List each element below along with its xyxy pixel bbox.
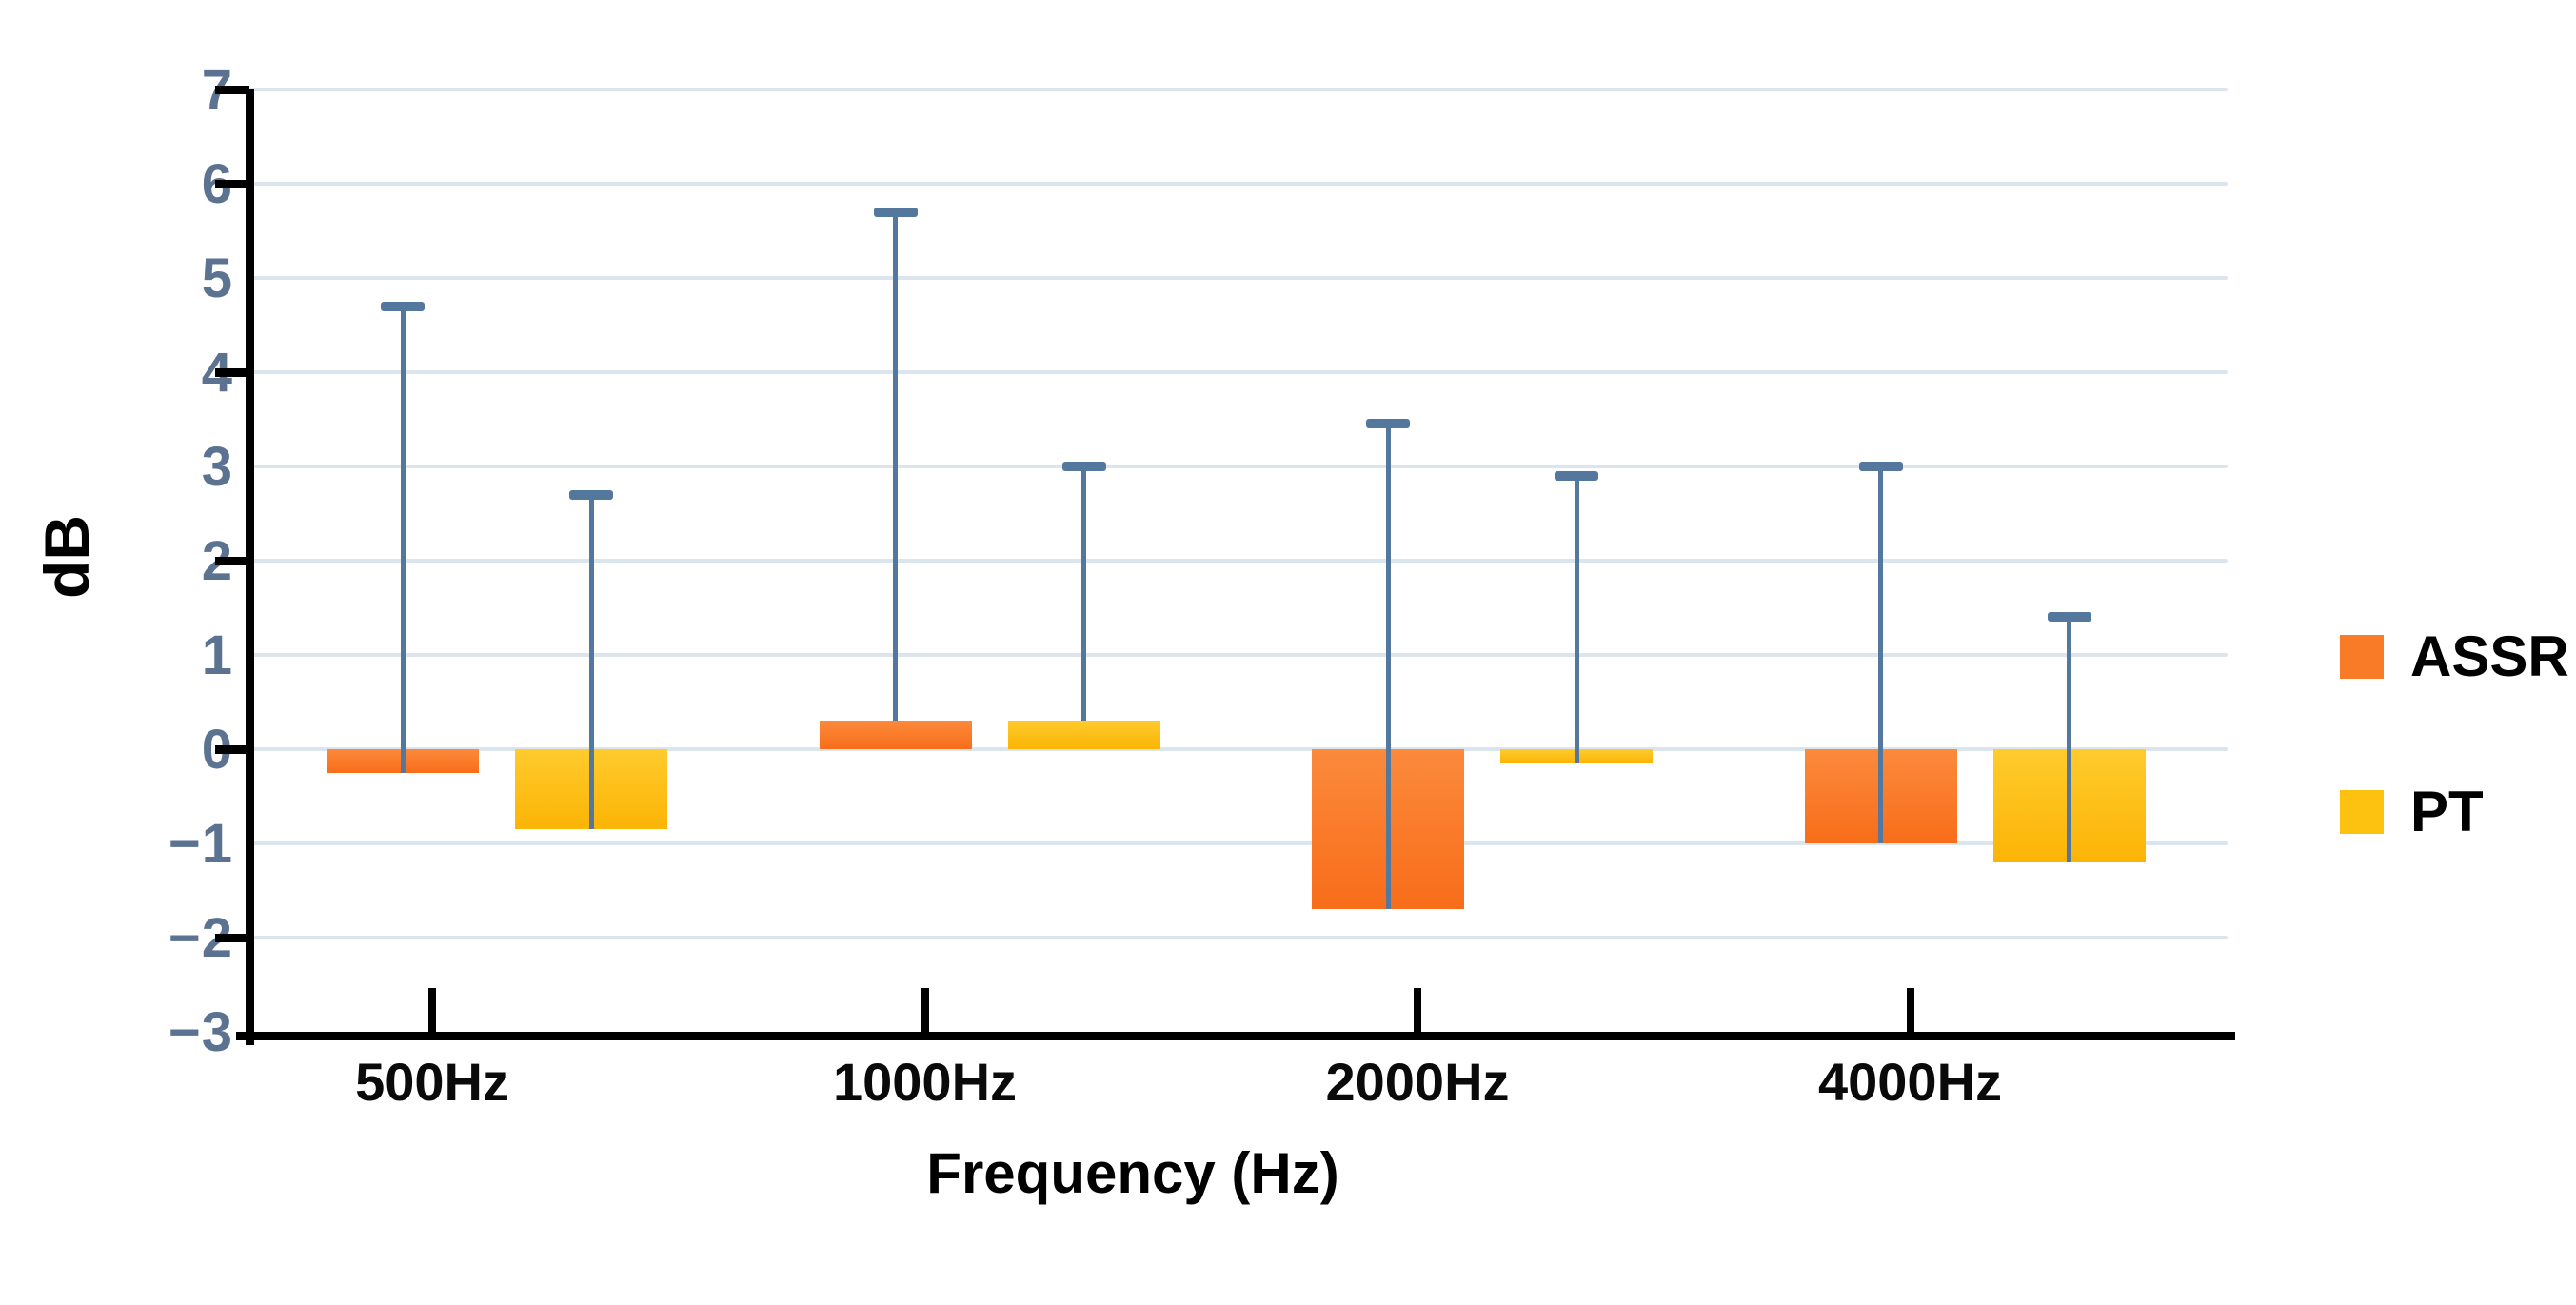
error-bar-pt-4000Hz <box>2067 617 2071 862</box>
error-cap-assr-4000Hz <box>1858 462 1903 471</box>
y-axis-title: dB <box>31 515 102 599</box>
y-tick-label-7: 7 <box>0 58 233 122</box>
legend-swatch-pt <box>2340 789 2384 834</box>
gridline-2 <box>249 559 2228 563</box>
error-cap-pt-500Hz <box>569 489 613 500</box>
legend-label-pt: PT <box>2410 780 2484 843</box>
y-tick-label--1: −1 <box>168 813 233 875</box>
error-bar-assr-2000Hz <box>1385 424 1391 910</box>
gridline-6 <box>249 182 2228 186</box>
legend-label-assr: ASSR <box>2410 624 2569 688</box>
y-tick-label-5: 5 <box>201 247 233 309</box>
error-bar-pt-1000Hz <box>1081 466 1086 722</box>
y-tick-2 <box>215 556 249 565</box>
error-bar-pt-500Hz <box>588 494 594 830</box>
x-axis-line <box>236 1031 2235 1040</box>
x-axis-title: Frequency (Hz) <box>926 1141 1339 1205</box>
gridline--2 <box>249 936 2228 939</box>
x-tick-label-2000Hz: 2000Hz <box>1325 1052 1510 1112</box>
y-axis-line <box>245 89 254 1045</box>
y-tick-label--2: −2 <box>168 907 233 969</box>
gridline-0 <box>249 747 2228 751</box>
y-tick-label-6: 6 <box>0 152 233 216</box>
legend-item-assr: ASSR <box>2340 623 2569 689</box>
y-tick-6 <box>215 179 249 188</box>
error-bar-assr-4000Hz <box>1878 466 1883 843</box>
x-tick-label-1000Hz: 1000Hz <box>832 1052 1018 1112</box>
bar-pt-1000Hz <box>1007 721 1160 749</box>
x-tick-label-500Hz: 500Hz <box>355 1052 509 1112</box>
gridline-7 <box>249 88 2228 91</box>
error-cap-assr-2000Hz <box>1366 419 1410 429</box>
error-cap-pt-4000Hz <box>2047 612 2091 623</box>
error-cap-pt-1000Hz <box>1061 462 1106 471</box>
y-tick-0 <box>215 744 249 754</box>
y-tick-4 <box>215 367 249 377</box>
error-cap-assr-1000Hz <box>873 207 918 217</box>
legend-swatch-assr <box>2340 634 2384 679</box>
y-tick-label-3: 3 <box>201 436 233 498</box>
error-bar-assr-1000Hz <box>893 211 898 722</box>
error-cap-assr-500Hz <box>381 301 425 311</box>
x-tick-2000Hz <box>1414 988 1421 1032</box>
y-tick-label--3: −3 <box>168 1001 233 1063</box>
x-tick-1000Hz <box>921 988 929 1032</box>
x-tick-4000Hz <box>1906 988 1914 1032</box>
y-tick-label-0: 0 <box>0 718 233 781</box>
gridline-4 <box>249 370 2228 374</box>
gridline-5 <box>249 276 2228 280</box>
gridline-3 <box>249 465 2228 468</box>
error-bar-assr-500Hz <box>400 306 406 773</box>
y-tick-7 <box>215 85 249 94</box>
error-cap-pt-2000Hz <box>1555 470 1598 481</box>
x-tick-500Hz <box>428 988 436 1032</box>
gridline--1 <box>249 841 2228 845</box>
legend-item-pt: PT <box>2340 779 2484 844</box>
gridline-1 <box>249 653 2228 657</box>
y-tick--2 <box>215 933 249 942</box>
y-tick-label-4: 4 <box>0 341 233 405</box>
x-tick-label-4000Hz: 4000Hz <box>1817 1052 2003 1112</box>
error-bar-pt-2000Hz <box>1574 475 1579 763</box>
bar-assr-1000Hz <box>819 721 972 749</box>
y-tick-label-1: 1 <box>201 624 233 686</box>
